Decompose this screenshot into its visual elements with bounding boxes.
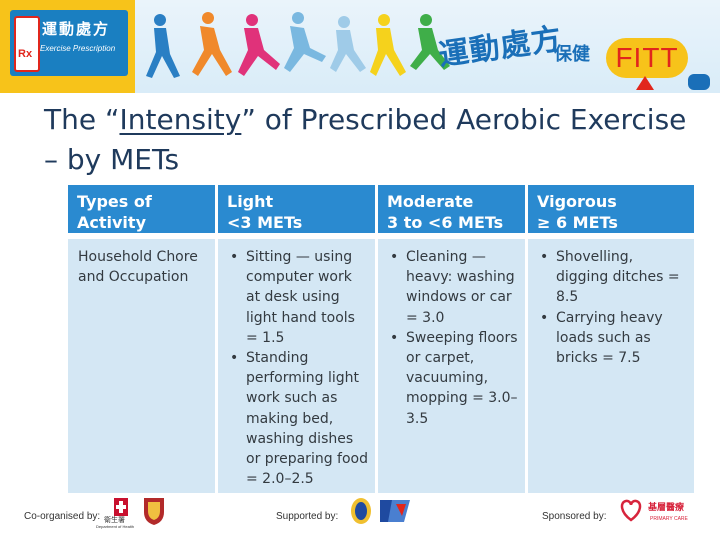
supporter-association-logo xyxy=(380,500,410,522)
cell-activity-type: Household Chore and Occupation xyxy=(68,239,218,494)
list-item: Shovelling, digging ditches = 8.5 xyxy=(540,247,688,308)
cell-moderate: Cleaning — heavy: washing windows or car… xyxy=(378,239,528,494)
cell-light: Sitting — using computer work at desk us… xyxy=(218,239,378,494)
sponsored-label: Sponsored by: xyxy=(542,511,607,522)
header-sublabel: 3 to <6 METs xyxy=(387,213,504,232)
logo-english-title: Exercise Prescription xyxy=(40,44,116,53)
cell-vigorous: Shovelling, digging ditches = 8.5 Carryi… xyxy=(528,239,694,494)
table-header-row: Types of Activity Light <3 METs Moderate… xyxy=(68,185,694,239)
runner-figure-7 xyxy=(410,14,450,70)
light-list: Sitting — using computer work at desk us… xyxy=(228,247,369,489)
mets-intensity-table: Types of Activity Light <3 METs Moderate… xyxy=(68,185,694,494)
dh-label: 衛生署 xyxy=(104,516,125,524)
runner-figure-6 xyxy=(370,14,406,76)
header-label: Vigorous xyxy=(537,192,617,211)
fitt-badge: FITT xyxy=(606,38,688,78)
runners-illustration xyxy=(146,12,450,78)
runner-figure-1 xyxy=(146,14,180,78)
list-item: Sitting — using computer work at desk us… xyxy=(230,247,369,348)
header-banner: Rx 運動處方 Exercise Prescription 運動處方 保健 xyxy=(0,0,720,93)
banner-chinese-subtitle: 保健 xyxy=(554,44,590,65)
sponsor-chinese: 基層醫療 xyxy=(648,503,685,513)
footer: Co-organised by: 衛生署 Department of Healt… xyxy=(0,490,720,540)
fitt-arrow-icon xyxy=(636,76,654,90)
header-light: Light <3 METs xyxy=(218,185,378,239)
runner-figure-2 xyxy=(192,12,232,76)
list-item: Sweeping floors or carpet, vacuuming, mo… xyxy=(390,328,519,429)
title-prefix: The “ xyxy=(44,103,120,136)
header-vigorous: Vigorous ≥ 6 METs xyxy=(528,185,694,239)
exercise-prescription-logo: Rx 運動處方 Exercise Prescription xyxy=(0,0,135,93)
department-of-health-logo xyxy=(114,498,128,516)
header-label: Types of Activity xyxy=(77,192,152,232)
co-organised-label: Co-organised by: xyxy=(24,511,101,522)
speech-bubble-icon xyxy=(688,74,710,90)
table-row: Household Chore and Occupation Sitting —… xyxy=(68,239,694,494)
list-item: Cleaning — heavy: washing windows or car… xyxy=(390,247,519,328)
supporter-emblem-logo xyxy=(351,498,371,524)
list-item: Carrying heavy loads such as bricks = 7.… xyxy=(540,308,688,369)
dh-sublabel: Department of Health xyxy=(96,524,135,529)
supported-label: Supported by: xyxy=(276,511,339,522)
list-item: Standing performing light work such as m… xyxy=(230,348,369,489)
header-label: Moderate xyxy=(387,192,474,211)
logo-rx: Rx xyxy=(18,48,33,60)
header-label: Light xyxy=(227,192,274,211)
runner-figure-3 xyxy=(238,14,280,76)
logo-chinese-title: 運動處方 xyxy=(42,20,111,38)
coat-of-arms-logo xyxy=(144,498,164,525)
prescription-doc-icon: Rx xyxy=(14,16,40,72)
moderate-list: Cleaning — heavy: washing windows or car… xyxy=(388,247,519,429)
runner-figure-5 xyxy=(330,16,366,72)
header-sublabel: ≥ 6 METs xyxy=(537,213,618,232)
fitt-text: FITT xyxy=(615,42,679,73)
sponsor-english: PRIMARY CARE xyxy=(650,516,688,522)
vigorous-list: Shovelling, digging ditches = 8.5 Carryi… xyxy=(538,247,688,368)
title-emphasis: Intensity xyxy=(119,103,242,136)
header-types-of-activity: Types of Activity xyxy=(68,185,218,239)
header-sublabel: <3 METs xyxy=(227,213,303,232)
logo-panel: Rx 運動處方 Exercise Prescription xyxy=(10,10,128,76)
runner-figure-4 xyxy=(284,12,326,72)
page-title: The “Intensity” of Prescribed Aerobic Ex… xyxy=(44,100,704,180)
header-moderate: Moderate 3 to <6 METs xyxy=(378,185,528,239)
title-suffix: ” of Prescribed Aerobic Exercise – by ME… xyxy=(44,103,687,176)
heart-hands-logo xyxy=(620,499,642,522)
